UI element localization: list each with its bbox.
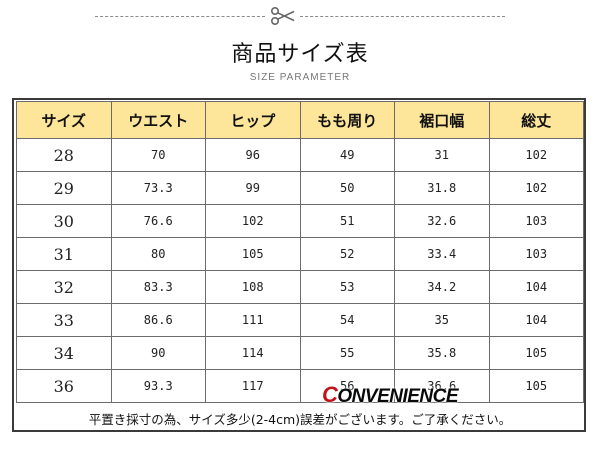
measurement-note: 平置き採寸の為、サイズ多少(2-4cm)誤差がございます。ご了承ください。 — [88, 412, 512, 427]
length-cell: 104 — [488, 303, 584, 337]
length-cell: 105 — [488, 369, 584, 403]
hip-cell: 111 — [205, 303, 301, 337]
thigh-cell: 53 — [299, 270, 395, 304]
size-cell: 31 — [16, 237, 112, 271]
table-row: 33 86.6 111 54 35 104 — [16, 303, 584, 337]
logo-initial: C — [322, 382, 338, 407]
waist-cell: 93.3 — [110, 369, 206, 403]
column-header-hem: 裾口幅 — [394, 101, 490, 139]
hip-cell: 99 — [205, 171, 301, 205]
waist-cell: 73.3 — [110, 171, 206, 205]
waist-cell: 83.3 — [110, 270, 206, 304]
logo-text: ONVENIENCE — [337, 386, 459, 407]
waist-cell: 80 — [110, 237, 206, 271]
hem-cell: 31 — [394, 138, 490, 172]
hem-cell: 35 — [394, 303, 490, 337]
hip-cell: 117 — [205, 369, 301, 403]
table-row: 30 76.6 102 51 32.6 103 — [16, 204, 584, 238]
hip-cell: 108 — [205, 270, 301, 304]
header-dashed-line-right — [300, 16, 505, 17]
size-cell: 32 — [16, 270, 112, 304]
hem-cell: 33.4 — [394, 237, 490, 271]
column-header-waist: ウエスト — [110, 101, 206, 139]
table-row: 31 80 105 52 33.4 103 — [16, 237, 584, 271]
thigh-cell: 56 — [299, 369, 395, 403]
size-table: サイズ ウエスト ヒップ もも周り 裾口幅 総丈 28 70 96 49 31 … — [16, 101, 584, 403]
hem-cell: 36.6 — [394, 369, 490, 403]
size-cell: 33 — [16, 303, 112, 337]
thigh-cell: 55 — [299, 336, 395, 370]
scissors-icon — [270, 6, 295, 26]
length-cell: 103 — [488, 237, 584, 271]
hem-cell: 35.8 — [394, 336, 490, 370]
size-cell: 28 — [16, 138, 112, 172]
table-row: 32 83.3 108 53 34.2 104 — [16, 270, 584, 304]
page-title: 商品サイズ表 — [231, 42, 369, 67]
table-frame — [12, 98, 586, 432]
table-row: 36 93.3 117 56 36.6 105 — [16, 369, 584, 403]
size-cell: 36 — [16, 369, 112, 403]
column-header-length: 総丈 — [488, 101, 584, 139]
thigh-cell: 49 — [299, 138, 395, 172]
thigh-cell: 51 — [299, 204, 395, 238]
hem-cell: 34.2 — [394, 270, 490, 304]
size-cell: 29 — [16, 171, 112, 205]
length-cell: 102 — [488, 171, 584, 205]
length-cell: 103 — [488, 204, 584, 238]
hip-cell: 105 — [205, 237, 301, 271]
length-cell: 104 — [488, 270, 584, 304]
hip-cell: 96 — [205, 138, 301, 172]
column-header-hip: ヒップ — [205, 101, 301, 139]
size-cell: 34 — [16, 336, 112, 370]
brand-watermark-logo: CONVENIENCE — [322, 382, 459, 408]
waist-cell: 86.6 — [110, 303, 206, 337]
thigh-cell: 54 — [299, 303, 395, 337]
table-header-row: サイズ ウエスト ヒップ もも周り 裾口幅 総丈 — [16, 101, 584, 139]
table-row: 34 90 114 55 35.8 105 — [16, 336, 584, 370]
length-cell: 105 — [488, 336, 584, 370]
waist-cell: 90 — [110, 336, 206, 370]
waist-cell: 70 — [110, 138, 206, 172]
length-cell: 102 — [488, 138, 584, 172]
hem-cell: 32.6 — [394, 204, 490, 238]
column-header-size: サイズ — [16, 101, 112, 139]
hem-cell: 31.8 — [394, 171, 490, 205]
waist-cell: 76.6 — [110, 204, 206, 238]
table-row: 28 70 96 49 31 102 — [16, 138, 584, 172]
page-subtitle: SIZE PARAMETER — [249, 72, 351, 83]
hip-cell: 102 — [205, 204, 301, 238]
size-cell: 30 — [16, 204, 112, 238]
header-dashed-line-left — [95, 16, 265, 17]
thigh-cell: 52 — [299, 237, 395, 271]
column-header-thigh: もも周り — [299, 101, 395, 139]
hip-cell: 114 — [205, 336, 301, 370]
table-row: 29 73.3 99 50 31.8 102 — [16, 171, 584, 205]
thigh-cell: 50 — [299, 171, 395, 205]
